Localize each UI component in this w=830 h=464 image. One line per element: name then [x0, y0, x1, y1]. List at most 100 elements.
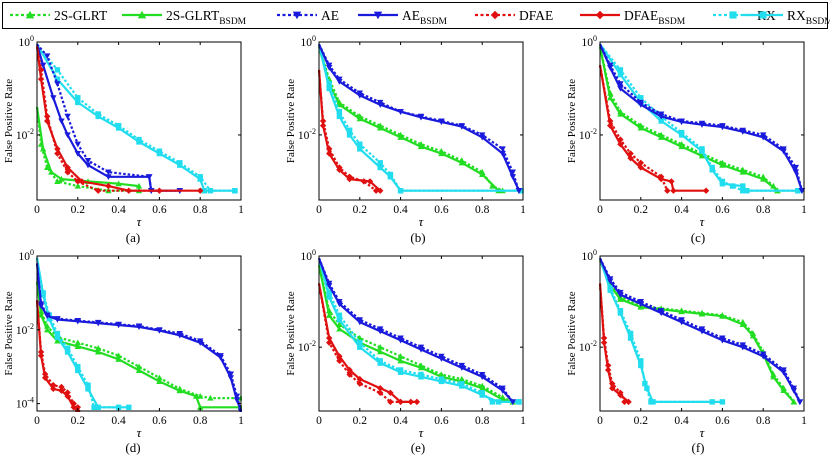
legend-item-dfae-bsdm: DFAEBSDM [580, 8, 686, 27]
data-point-2s-glrt-bsdm [780, 387, 787, 394]
data-point-rx [377, 160, 383, 166]
x-tick-label: 0.6 [434, 204, 449, 216]
data-point-rx-bsdm [397, 187, 404, 194]
axes-frame [318, 255, 524, 412]
legend-label: AE [321, 8, 339, 23]
panel-caption: (e) [411, 440, 425, 455]
data-point-rx-bsdm [795, 187, 801, 194]
legend-item-2s-glrt: 2S-GLRT [10, 8, 108, 23]
data-point-ae [792, 164, 800, 171]
data-point-ae-bsdm [37, 303, 45, 310]
data-point-2s-glrt-bsdm [176, 387, 183, 394]
data-point-2s-glrt-bsdm [48, 168, 55, 175]
x-tick-label: 0.4 [393, 415, 408, 427]
x-tick-label: 0.2 [634, 204, 649, 216]
data-point-rx-bsdm [744, 187, 750, 194]
data-point-2s-glrt-bsdm [770, 373, 777, 380]
x-tick-label: 0.6 [434, 415, 449, 427]
data-point-2s-glrt-bsdm [135, 182, 143, 189]
data-point-2s-glrt-bsdm [760, 175, 767, 182]
y-tick-label: 100 [19, 248, 35, 263]
data-point-2s-glrt [95, 345, 102, 351]
data-point-rx-bsdm [418, 374, 424, 380]
x-axis-label: τ [419, 425, 425, 440]
data-point-dfae-bsdm [627, 154, 634, 162]
data-point-dfae-bsdm [637, 164, 644, 171]
data-point-2s-glrt-bsdm [617, 110, 624, 117]
data-point-dfae-bsdm [356, 375, 363, 383]
data-point-rx-bsdm [336, 113, 343, 120]
data-point-ae-bsdm [74, 318, 81, 325]
x-tick-label: 0.4 [111, 415, 126, 427]
data-point-ae-bsdm [479, 374, 486, 381]
series-line-dfae [36, 46, 160, 192]
data-point-rx-bsdm [197, 176, 203, 182]
y-tick-label: 10-2 [579, 339, 597, 354]
data-point-dfae-bsdm [70, 404, 77, 411]
data-point-ae-bsdm [790, 387, 797, 394]
data-point-ae-bsdm [336, 78, 343, 85]
data-point-dfae-bsdm [413, 398, 421, 406]
data-point-dfae [637, 159, 644, 167]
panel-d: 0 0.2 0.4 0.6 0.8 1 100 10-2 10-4 τ False Positive… [3, 248, 244, 455]
data-point-2s-glrt-bsdm [192, 393, 200, 399]
data-point-ae-bsdm [217, 354, 224, 361]
series-line-ae-bsdm [318, 257, 514, 403]
data-point-dfae-bsdm [377, 187, 384, 194]
data-point-ae-bsdm [105, 174, 112, 180]
data-point-ae-bsdm [64, 132, 71, 139]
data-point-rx-bsdm [126, 404, 132, 411]
series-line-2s-glrt-bsdm [599, 260, 795, 403]
x-tick-label: 0.8 [193, 204, 208, 216]
data-point-rx-bsdm [459, 383, 465, 389]
data-point-ae-bsdm [227, 375, 234, 381]
data-point-ae-bsdm [760, 353, 767, 360]
data-point-2s-glrt-bsdm [458, 159, 465, 166]
data-point-2s-glrt [197, 393, 204, 399]
data-point-ae-bsdm [617, 292, 624, 298]
data-point-2s-glrt-bsdm [115, 180, 122, 187]
panel-caption: (d) [125, 440, 140, 455]
data-point-2s-glrt [377, 343, 384, 350]
legend-item-2s-glrt-bsdm: 2S-GLRTBSDM [122, 8, 247, 27]
data-point-rx-bsdm [644, 385, 650, 391]
data-point-dfae-bsdm [54, 145, 61, 153]
data-point-2s-glrt [44, 164, 51, 171]
plot-area [37, 256, 241, 411]
axes-frame [318, 41, 524, 201]
x-tick-label: 0.8 [475, 204, 490, 216]
legend-label: AEBSDM [402, 8, 447, 27]
legend-marker-square [759, 11, 767, 19]
y-axis-label: False Positive Rate [3, 79, 15, 163]
data-point-ae-bsdm [796, 399, 804, 406]
data-point-ae-bsdm [84, 162, 92, 169]
data-point-dfae-bsdm [125, 187, 132, 194]
x-tick-label: 0.2 [71, 204, 86, 216]
data-point-ae-bsdm [499, 150, 506, 157]
data-point-rx-bsdm [516, 399, 522, 405]
data-point-rx-bsdm [387, 174, 394, 180]
data-point-ae-bsdm [637, 102, 644, 108]
data-point-ae-bsdm [509, 174, 516, 180]
data-point-ae-bsdm [698, 122, 706, 128]
data-point-dfae [70, 400, 77, 407]
axes-frame [36, 255, 242, 412]
data-point-dfae-bsdm [397, 398, 404, 406]
data-point-dfae [37, 66, 45, 74]
data-point-ae-bsdm [397, 109, 404, 115]
data-point-ae-bsdm [50, 95, 57, 101]
data-point-dfae-bsdm [607, 122, 614, 129]
data-point-ae-bsdm [233, 397, 241, 404]
data-point-ae-bsdm [135, 324, 143, 331]
data-point-ae [74, 141, 81, 148]
x-tick-label: 0 [597, 204, 603, 216]
data-point-dfae [356, 380, 363, 387]
data-point-2s-glrt [135, 363, 143, 370]
series-group [599, 257, 804, 406]
data-point-rx-bsdm [177, 162, 183, 168]
data-point-2s-glrt [156, 374, 163, 381]
data-point-dfae-bsdm [64, 164, 71, 171]
data-point-rx-bsdm [326, 294, 332, 300]
legend-marker-diamond [595, 10, 605, 20]
data-point-2s-glrt-bsdm [397, 357, 404, 364]
